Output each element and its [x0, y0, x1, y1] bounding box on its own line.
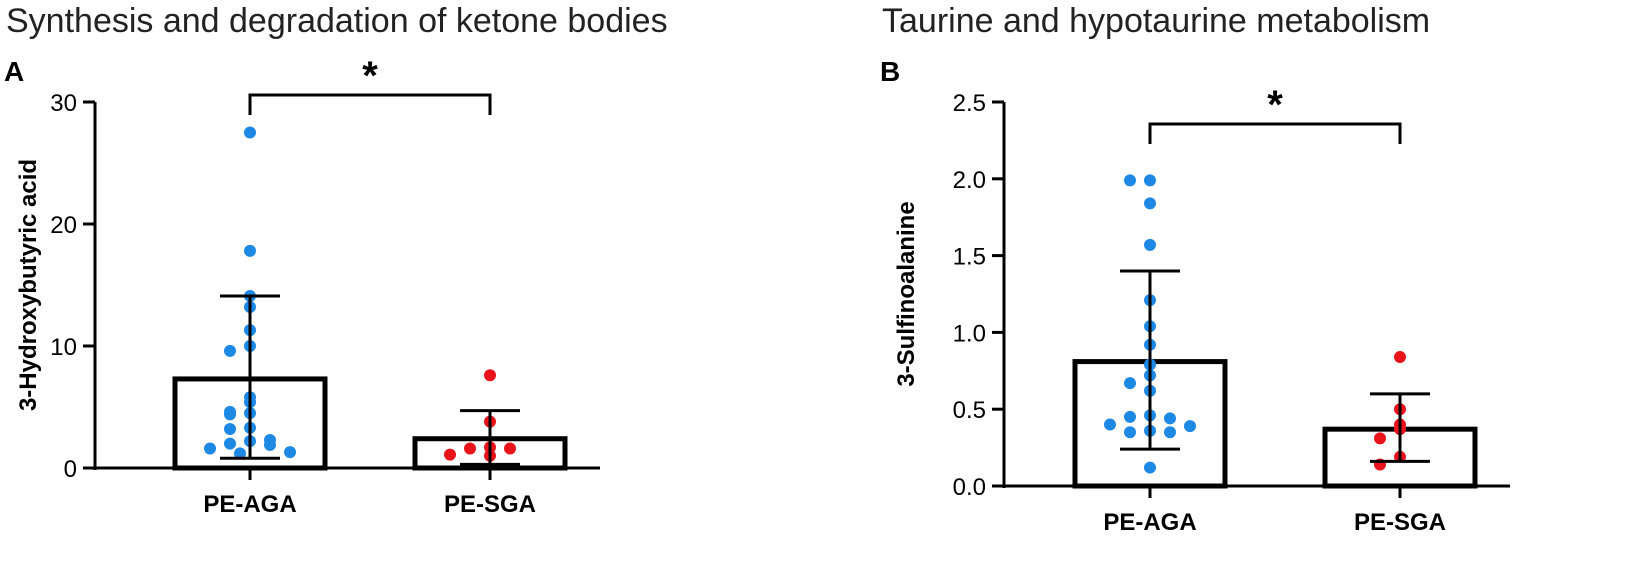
y-tick-label: 30	[50, 90, 77, 117]
y-tick-label: 2.5	[953, 90, 986, 117]
y-tick-label: 0.5	[953, 397, 986, 424]
data-point	[1124, 410, 1136, 423]
significance-bracket	[1148, 122, 1402, 144]
data-point	[1104, 418, 1116, 431]
panel-label: A	[4, 56, 25, 87]
chart-title: Synthesis and degradation of ketone bodi…	[6, 2, 668, 40]
data-point	[224, 408, 236, 421]
data-point	[504, 442, 516, 455]
data-point	[244, 126, 256, 139]
data-point	[234, 447, 246, 460]
data-point	[224, 344, 236, 357]
data-point	[224, 437, 236, 450]
y-tick-label: 1.5	[953, 244, 986, 271]
data-point	[204, 442, 216, 455]
panel-label: B	[880, 56, 901, 87]
y-tick-label: 0.0	[953, 474, 986, 501]
data-point	[1394, 350, 1406, 363]
y-tick-label: 0	[64, 456, 77, 483]
data-point	[1374, 432, 1386, 445]
y-tick-label: 1.0	[953, 320, 986, 347]
x-tick-label: PE-AGA	[1103, 509, 1196, 536]
x-tick-label: PE-SGA	[444, 491, 536, 518]
data-point	[1144, 197, 1156, 210]
data-point	[284, 446, 296, 459]
significance-marker: *	[1267, 83, 1283, 127]
data-point	[1164, 426, 1176, 439]
data-point	[1144, 461, 1156, 474]
data-point	[1124, 174, 1136, 187]
y-tick-label: 10	[50, 334, 77, 361]
data-point	[444, 448, 456, 461]
data-point	[264, 438, 276, 451]
data-point	[1164, 412, 1176, 425]
data-point	[1124, 426, 1136, 439]
chart-panel-b: Taurine and hypotaurine metabolism B 0.0…	[830, 0, 1650, 564]
significance-marker: *	[362, 54, 378, 98]
data-point	[244, 244, 256, 257]
significance-bracket	[248, 93, 492, 115]
y-axis-label: 3-Sulfinoalanine	[893, 201, 920, 386]
data-point	[1184, 420, 1196, 433]
data-point	[484, 369, 496, 382]
data-point	[1124, 377, 1136, 390]
chart-title: Taurine and hypotaurine metabolism	[882, 2, 1431, 40]
chart-plot-b: 0.0 0.5 1.0 1.5 2.0 2.5 3-Sulfinoalanine PE-AGA…	[893, 83, 1510, 536]
y-tick-label: 20	[50, 212, 77, 239]
y-tick-label: 2.0	[953, 167, 986, 194]
x-tick-label: PE-SGA	[1354, 509, 1446, 536]
data-point	[224, 422, 236, 435]
chart-plot-a: 0 10 20 30 3-Hydroxybutyric acid PE-AGA PE-SGA…	[15, 54, 600, 518]
y-axis-label: 3-Hydroxybutyric acid	[15, 159, 42, 411]
data-point	[1144, 238, 1156, 251]
data-point	[1144, 174, 1156, 187]
data-point	[464, 442, 476, 455]
x-tick-label: PE-AGA	[203, 491, 296, 518]
chart-panel-a: Synthesis and degradation of ketone bodi…	[4, 2, 668, 518]
